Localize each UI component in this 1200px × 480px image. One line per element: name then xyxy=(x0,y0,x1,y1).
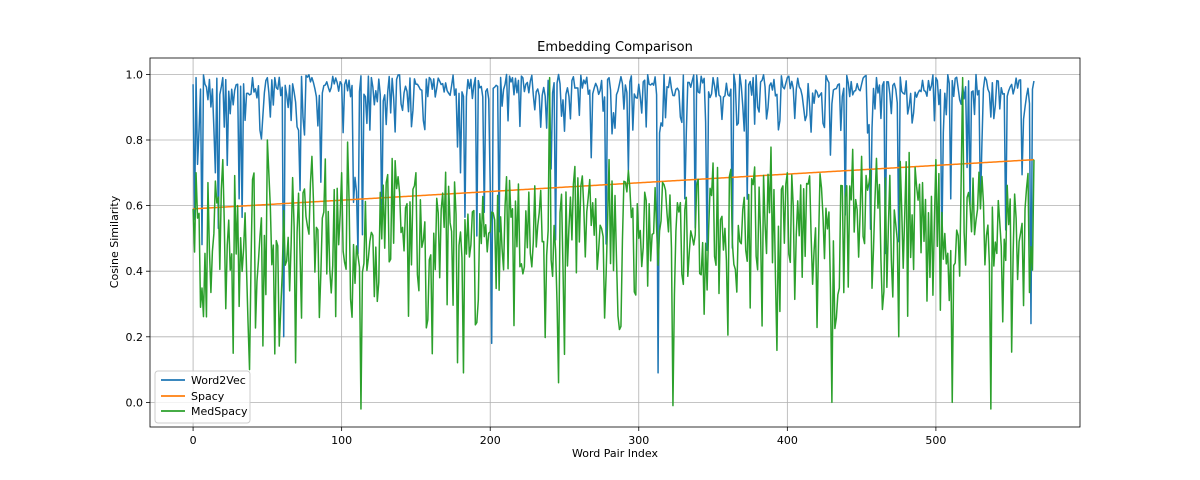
x-tick-label: 400 xyxy=(777,434,798,447)
x-tick-label: 0 xyxy=(190,434,197,447)
series-line-medspacy xyxy=(192,76,1035,410)
x-axis-label: Word Pair Index xyxy=(572,447,658,460)
x-tick-label: 300 xyxy=(628,434,649,447)
x-axis-ticks: 0 100 200 300 400 500 xyxy=(190,427,946,447)
x-tick-label: 200 xyxy=(480,434,501,447)
series-line-spacy xyxy=(193,158,1034,210)
y-tick-label: 0.6 xyxy=(126,200,144,213)
x-tick-label: 100 xyxy=(331,434,352,447)
y-tick-label: 0.2 xyxy=(126,331,144,344)
x-tick-label: 500 xyxy=(925,434,946,447)
chart-title: Embedding Comparison xyxy=(537,40,693,55)
y-tick-label: 0.4 xyxy=(126,265,144,278)
plot-frame xyxy=(149,57,1081,428)
y-tick-label: 0.8 xyxy=(126,134,144,147)
legend-label-medspacy: MedSpacy xyxy=(191,405,248,418)
series-lines xyxy=(192,73,1035,410)
y-axis-ticks: 0.0 0.2 0.4 0.6 0.8 1.0 xyxy=(126,68,150,409)
legend-label-word2vec: Word2Vec xyxy=(191,374,246,387)
legend: Word2Vec Spacy MedSpacy xyxy=(154,370,251,424)
legend-label-spacy: Spacy xyxy=(191,390,225,403)
y-tick-label: 1.0 xyxy=(126,68,144,81)
series-line-word2vec xyxy=(192,73,1035,374)
y-axis-label: Cosine Similarity xyxy=(108,195,121,288)
legend-box xyxy=(154,370,251,424)
y-tick-label: 0.0 xyxy=(126,396,144,409)
